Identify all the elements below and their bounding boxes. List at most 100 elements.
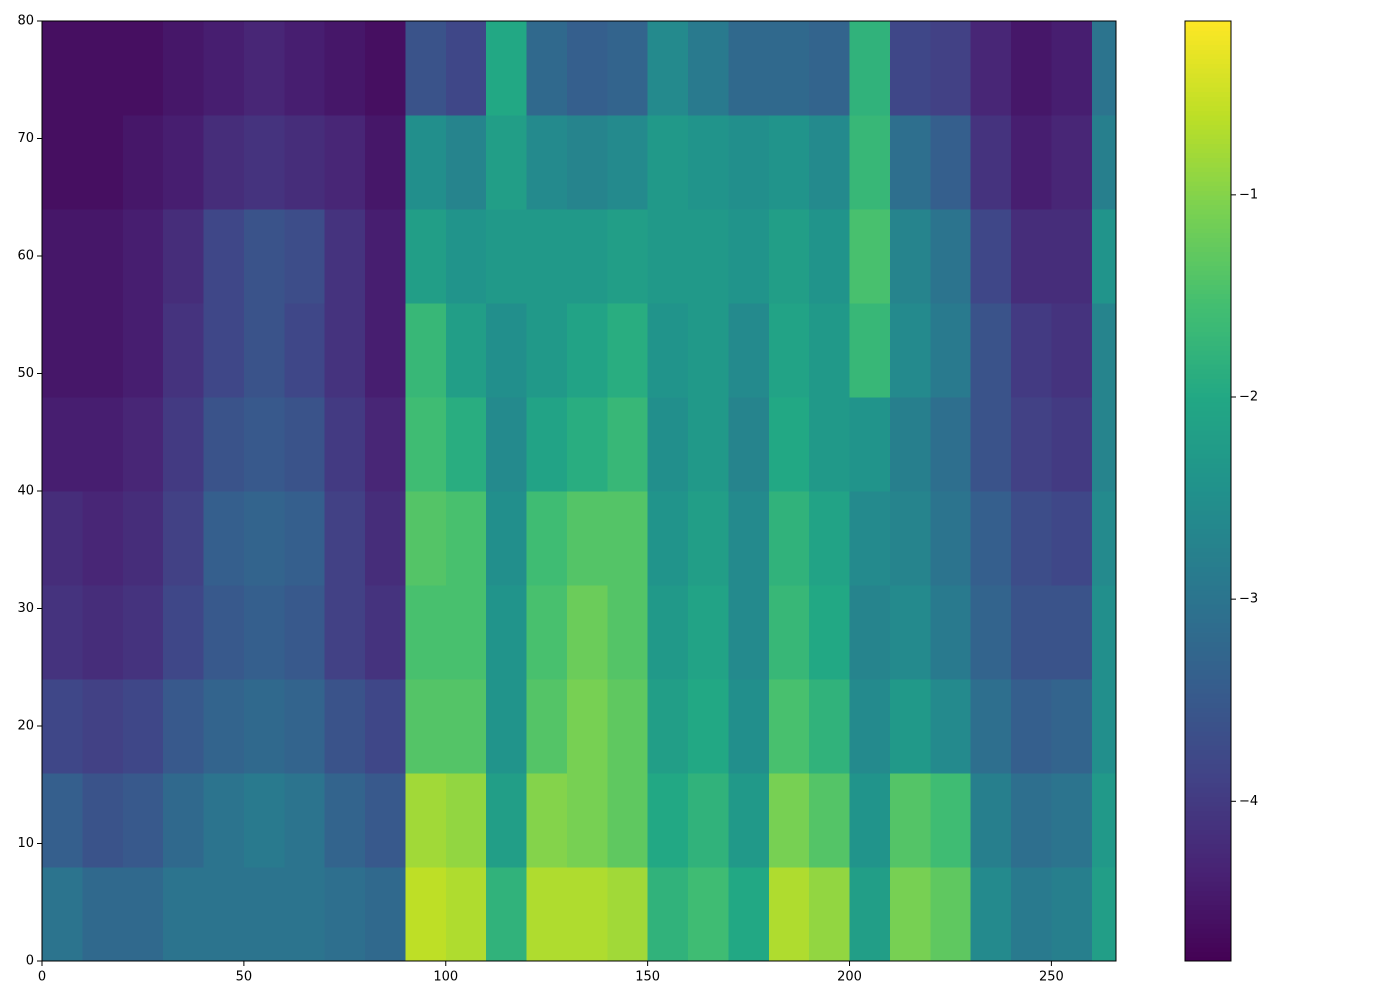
colorbar-swatch	[1185, 570, 1231, 577]
heatmap-cell	[405, 397, 447, 492]
colorbar-swatch	[1185, 166, 1231, 172]
colorbar-swatch	[1185, 481, 1231, 487]
heatmap-cell	[566, 209, 608, 304]
heatmap-cell	[688, 679, 729, 774]
y-tick-label: 30	[17, 601, 34, 616]
heatmap-cell	[42, 209, 83, 304]
colorbar-swatch	[1185, 754, 1231, 760]
colorbar-swatch	[1185, 462, 1231, 469]
colorbar-swatch	[1185, 124, 1231, 130]
colorbar-swatch	[1185, 735, 1231, 741]
heatmap-cell	[122, 679, 164, 774]
colorbar-swatch	[1185, 566, 1231, 572]
heatmap-cell	[809, 585, 851, 680]
heatmap-cell	[1011, 397, 1052, 492]
colorbar-swatch	[1185, 401, 1231, 407]
colorbar-swatch	[1185, 274, 1231, 281]
heatmap-cell	[486, 21, 528, 116]
heatmap-cell	[566, 773, 608, 868]
heatmap-cell	[809, 209, 851, 304]
heatmap-cell	[930, 491, 972, 586]
heatmap-cell	[405, 585, 447, 680]
heatmap-cell	[647, 209, 689, 304]
heatmap-cell	[405, 209, 447, 304]
heatmap-cell	[566, 679, 608, 774]
heatmap-cell	[1051, 773, 1093, 868]
heatmap-cell	[324, 773, 366, 868]
heatmap-cell	[768, 397, 810, 492]
heatmap-cell	[82, 773, 124, 868]
colorbar-swatch	[1185, 415, 1231, 422]
heatmap-cell	[728, 303, 770, 398]
colorbar-swatch	[1185, 514, 1231, 520]
heatmap-cell	[728, 585, 770, 680]
colorbar-swatch	[1185, 63, 1231, 69]
heatmap-cell	[728, 679, 770, 774]
colorbar-swatch	[1185, 373, 1231, 379]
colorbar-swatch	[1185, 68, 1231, 74]
colorbar-swatch	[1185, 345, 1231, 351]
colorbar-swatch	[1185, 133, 1231, 140]
colorbar-swatch	[1185, 378, 1231, 384]
colorbar-swatch	[1185, 749, 1231, 755]
heatmap-cell	[970, 115, 1012, 210]
colorbar-swatch	[1185, 810, 1231, 816]
colorbar-swatch	[1185, 683, 1231, 689]
colorbar-swatch	[1185, 899, 1231, 906]
heatmap-cell	[1011, 303, 1052, 398]
heatmap-cell	[284, 585, 326, 680]
x-tick-label: 0	[38, 970, 46, 985]
heatmap-cell	[688, 21, 729, 116]
heatmap-cell	[1011, 679, 1052, 774]
heatmap-cell	[889, 867, 931, 962]
heatmap-cell	[284, 867, 326, 962]
heatmap-cell	[889, 679, 931, 774]
colorbar-swatch	[1185, 44, 1231, 50]
heatmap-cell	[365, 867, 406, 962]
colorbar-swatch	[1185, 171, 1231, 177]
heatmap-cell	[203, 21, 245, 116]
heatmap-cell	[243, 21, 285, 116]
colorbar-swatch	[1185, 406, 1231, 412]
colorbar-swatch	[1185, 434, 1231, 440]
colorbar-swatch	[1185, 448, 1231, 454]
colorbar-swatch	[1185, 796, 1231, 802]
heatmap-cell	[324, 679, 366, 774]
heatmap-cell	[688, 773, 729, 868]
heatmap-cell	[445, 773, 487, 868]
heatmap-cell	[1091, 491, 1117, 586]
colorbar-swatch	[1185, 49, 1231, 55]
heatmap-cell	[647, 21, 689, 116]
colorbar-swatch	[1185, 711, 1231, 718]
colorbar-swatch	[1185, 246, 1231, 252]
colorbar-swatch	[1185, 946, 1231, 953]
colorbar-swatch	[1185, 697, 1231, 704]
colorbar-swatch	[1185, 420, 1231, 426]
heatmap-cell	[203, 585, 245, 680]
heatmap-cell	[768, 679, 810, 774]
colorbar-swatch	[1185, 364, 1231, 370]
heatmap-cell	[849, 491, 891, 586]
colorbar-swatch	[1185, 176, 1231, 182]
heatmap-cell	[970, 773, 1012, 868]
y-tick-label: 80	[17, 14, 34, 29]
y-tick-label: 70	[17, 131, 34, 146]
heatmap-cell	[809, 491, 851, 586]
colorbar-swatch	[1185, 467, 1231, 473]
heatmap-cell	[42, 585, 83, 680]
heatmap-cell	[607, 115, 649, 210]
colorbar-tick-label: −3	[1239, 592, 1258, 607]
colorbar-swatch	[1185, 918, 1231, 924]
heatmap-cell	[526, 115, 568, 210]
colorbar-swatch	[1185, 890, 1231, 896]
heatmap-cell	[809, 679, 851, 774]
heatmap-cell	[809, 867, 851, 962]
colorbar-swatch	[1185, 180, 1231, 187]
heatmap-cell	[566, 585, 608, 680]
heatmap-cell	[42, 21, 83, 116]
heatmap-cell	[82, 679, 124, 774]
heatmap-cell	[203, 303, 245, 398]
colorbar-swatch	[1185, 599, 1231, 605]
heatmap-cell	[930, 303, 972, 398]
colorbar-swatch	[1185, 279, 1231, 285]
